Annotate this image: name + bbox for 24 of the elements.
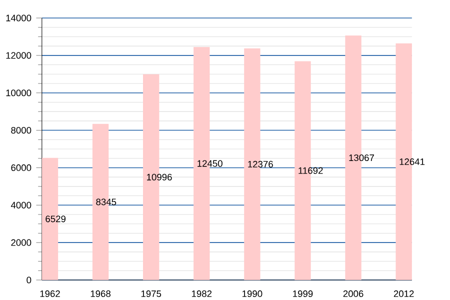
x-tick-label: 1968 <box>90 290 111 298</box>
x-tick-label: 2012 <box>394 290 414 298</box>
y-tick-label: 10000 <box>6 90 32 96</box>
data-label: 6529 <box>46 216 66 222</box>
y-tick-label: 0 <box>26 276 32 284</box>
x-tick-label: 1982 <box>192 290 212 298</box>
data-label: 12450 <box>198 160 222 167</box>
y-tick-label: 6000 <box>11 164 32 172</box>
data-label: 10996 <box>147 174 172 180</box>
x-tick-label: 2006 <box>343 290 364 298</box>
y-tick-label: 14000 <box>6 14 32 22</box>
y-tick-label: 8000 <box>11 126 32 134</box>
data-label: 12376 <box>248 160 273 168</box>
data-label: 13067 <box>349 154 374 162</box>
y-tick-label: 12000 <box>6 52 32 59</box>
data-label: 11692 <box>298 167 323 174</box>
x-tick-label: 1962 <box>40 290 60 298</box>
data-label: 8345 <box>96 198 116 206</box>
x-tick-label: 1999 <box>293 290 313 298</box>
x-tick-label: 1990 <box>242 290 262 298</box>
x-tick-label: 1975 <box>141 290 162 298</box>
y-tick-label: 4000 <box>10 202 32 208</box>
y-tick-label: 2000 <box>11 239 32 246</box>
data-label: 12641 <box>400 158 425 166</box>
